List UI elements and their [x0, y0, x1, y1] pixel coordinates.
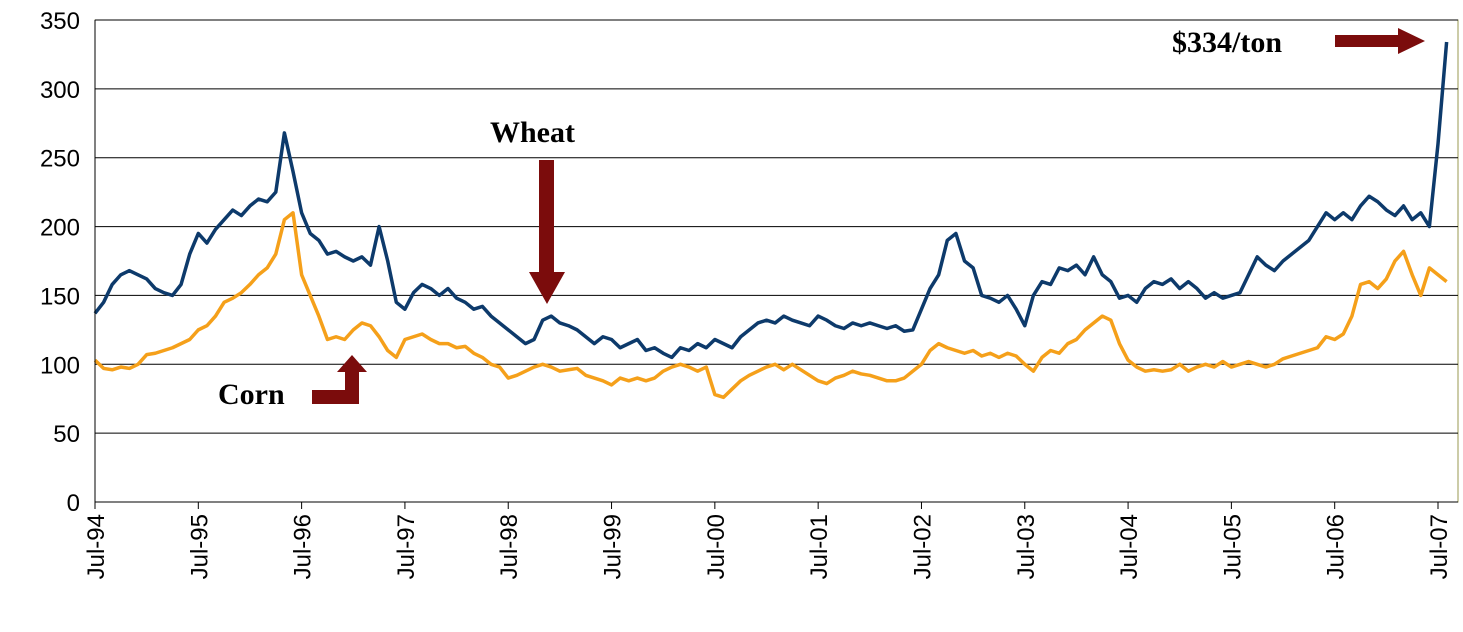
x-tick-label: Jul-01 [806, 514, 833, 579]
series-line [93, 211, 1448, 400]
y-tick-label: 200 [40, 215, 80, 242]
series-line [93, 41, 1449, 360]
y-tick-label: 100 [40, 352, 80, 379]
lines [93, 41, 1449, 400]
x-tick-label: Jul-05 [1219, 514, 1246, 579]
x-tick-label: Jul-97 [393, 514, 420, 579]
x-tick-label: Jul-99 [600, 514, 627, 579]
x-tick-label: Jul-03 [1013, 514, 1040, 579]
x-tick-label: Jul-02 [909, 514, 936, 579]
annotation: $334/ton [1172, 26, 1282, 59]
y-tick-label: 250 [40, 146, 80, 173]
x-tick-label: Jul-98 [496, 514, 523, 579]
annotation: Corn [218, 378, 285, 411]
y-tick-label: 0 [67, 490, 80, 517]
x-tick-label: Jul-04 [1116, 514, 1143, 579]
annotation: Wheat [490, 116, 575, 149]
x-tick-label: Jul-96 [290, 514, 317, 579]
y-tick-label: 350 [40, 8, 80, 35]
x-tick-label: Jul-00 [703, 514, 730, 579]
arrow [1335, 28, 1425, 54]
x-tick-label: Jul-07 [1426, 514, 1453, 579]
x-tick-label: Jul-94 [83, 514, 110, 579]
arrow [312, 355, 367, 404]
x-tick-label: Jul-95 [186, 514, 213, 579]
y-tick-label: 300 [40, 77, 80, 104]
x-tick-label: Jul-06 [1323, 514, 1350, 579]
y-tick-label: 50 [53, 421, 80, 448]
y-tick-label: 150 [40, 283, 80, 310]
arrow [529, 160, 565, 304]
